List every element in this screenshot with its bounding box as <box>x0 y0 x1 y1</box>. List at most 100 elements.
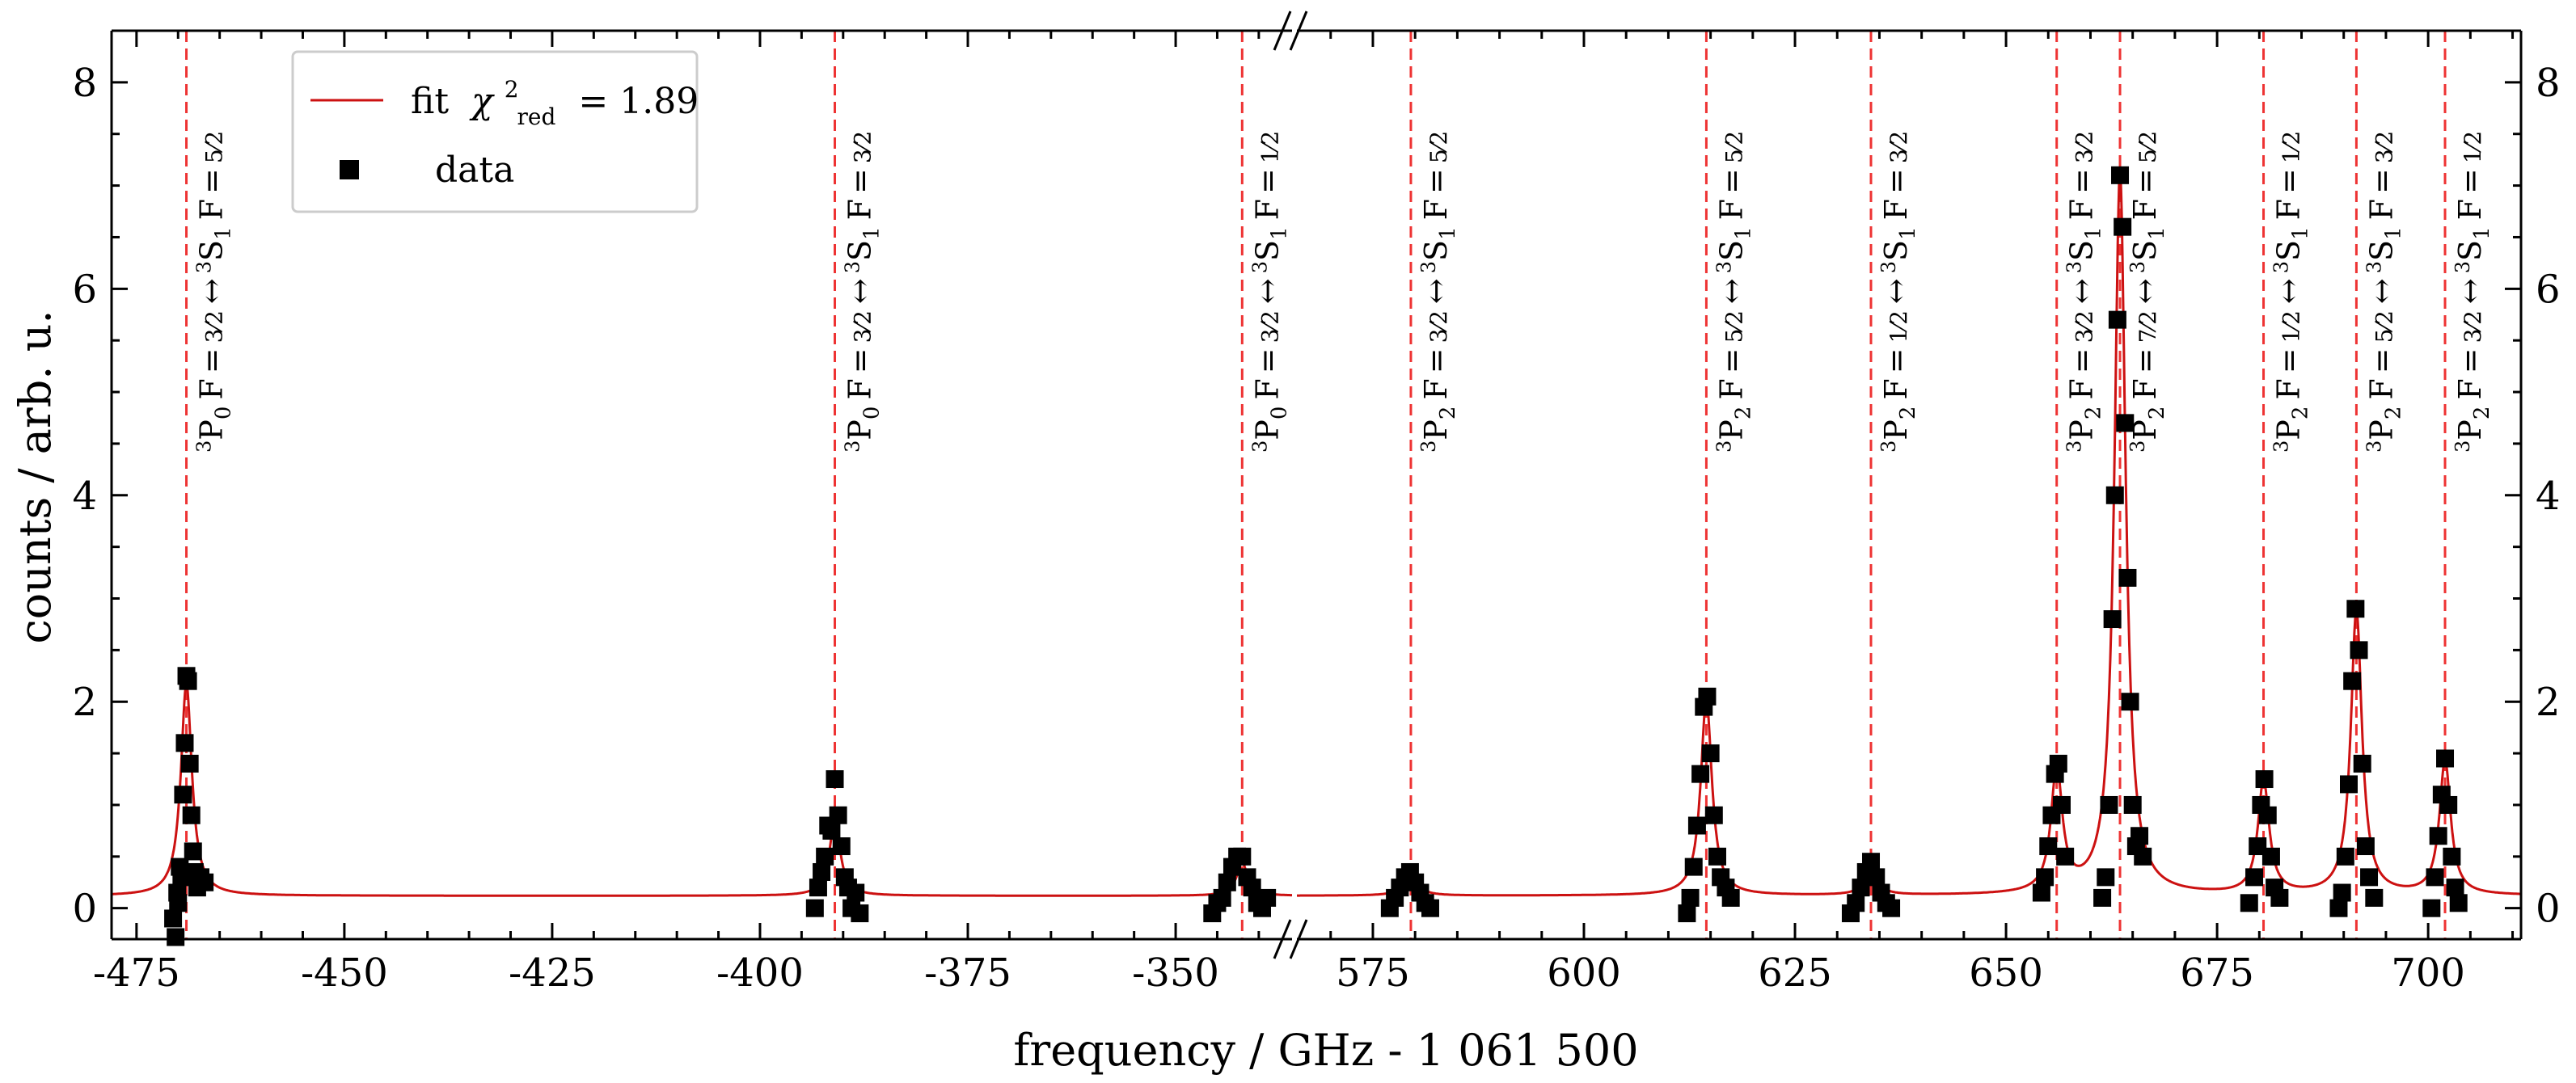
label-lower-letter: P <box>1878 419 1914 440</box>
label-sup-upper: 3 <box>2451 261 2474 273</box>
data-point-38 <box>1243 879 1261 897</box>
label-sup-lower: 3 <box>2063 440 2086 453</box>
label-lower-sub: 2 <box>2082 407 2106 420</box>
label-F2: F <box>1249 199 1285 220</box>
data-point-96 <box>2093 888 2112 907</box>
label-eq2: = <box>2452 168 2488 194</box>
label-lower-letter: P <box>2064 419 2100 440</box>
label-eq2: = <box>1713 168 1749 194</box>
label-arrow: ↔ <box>1878 278 1914 304</box>
x-axis-title: frequency / GHz - 1 061 500 <box>1013 1025 1638 1076</box>
label-lower-sub: 2 <box>2381 407 2405 420</box>
label-arrow: ↔ <box>2127 278 2163 304</box>
transition-label-text-7: 3P2F=7⁄2↔3S1F=5⁄2 <box>2126 131 2169 453</box>
legend-data-marker <box>340 160 359 179</box>
data-point-58 <box>1701 744 1720 763</box>
label-lower-sub: 0 <box>860 407 885 420</box>
label-F1: F <box>1418 378 1454 399</box>
label-sup-upper: 3 <box>1417 261 1440 273</box>
label-arrow: ↔ <box>2452 278 2488 304</box>
label-F1-value: 3⁄2 <box>850 310 876 343</box>
label-F1-value: 3⁄2 <box>1425 310 1452 343</box>
label-eq2: = <box>842 168 878 194</box>
data-point-4 <box>174 786 192 804</box>
x-tick-label-1-5: 700 <box>2391 950 2465 996</box>
data-point-109 <box>2343 672 2362 690</box>
data-point-116 <box>2329 899 2348 917</box>
data-point-101 <box>2255 770 2274 789</box>
data-point-28 <box>847 883 865 902</box>
label-sup-upper: 3 <box>2270 261 2293 273</box>
data-point-106 <box>2333 883 2351 902</box>
x-tick-label-0-3: -400 <box>716 950 804 996</box>
x-tick-label-0-2: -425 <box>509 950 596 996</box>
data-point-15 <box>164 909 183 928</box>
legend-fit-value: = 1.89 <box>578 81 699 122</box>
transition-label-text-1: 3P0F=3⁄2↔3S1F=3⁄2 <box>842 131 885 453</box>
transition-label-text-5: 3P2F=1⁄2↔3S1F=3⁄2 <box>1877 131 1920 453</box>
data-point-7 <box>179 672 197 690</box>
label-F1-value: 3⁄2 <box>201 310 228 343</box>
label-F2: F <box>2271 199 2307 220</box>
label-eq2: = <box>1418 168 1454 194</box>
label-F1: F <box>1878 378 1914 399</box>
data-point-99 <box>2249 837 2267 856</box>
label-F1-value: 5⁄2 <box>2371 310 2397 343</box>
label-eq2: = <box>2064 168 2100 194</box>
transition-label-4: 3P2F=5⁄2↔3S1F=5⁄2 <box>1712 131 1755 453</box>
y-tick-label-right-2: 4 <box>2536 474 2561 519</box>
label-F2-value: 1⁄2 <box>2460 131 2486 163</box>
transition-label-text-3: 3P2F=3⁄2↔3S1F=5⁄2 <box>1417 131 1460 453</box>
data-point-14 <box>196 873 214 891</box>
data-point-75 <box>2039 837 2058 856</box>
label-lower-letter: P <box>1418 419 1454 440</box>
data-point-118 <box>2426 868 2444 887</box>
label-upper-sub: 1 <box>1436 226 1460 240</box>
label-sup-lower: 3 <box>2451 440 2474 453</box>
label-sup-upper: 3 <box>2063 261 2086 273</box>
transition-label-1: 3P0F=3⁄2↔3S1F=3⁄2 <box>842 131 885 453</box>
y-tick-label-left-4: 8 <box>72 61 97 106</box>
data-point-121 <box>2436 749 2455 768</box>
data-point-117 <box>2422 899 2441 917</box>
data-point-10 <box>184 842 202 861</box>
transition-label-6: 3P2F=3⁄2↔3S1F=3⁄2 <box>2063 131 2106 453</box>
data-point-108 <box>2339 775 2358 794</box>
data-point-73 <box>1841 904 1860 923</box>
data-point-91 <box>2121 693 2139 711</box>
data-point-60 <box>1708 847 1726 866</box>
label-F1: F <box>2363 378 2399 399</box>
y-axis-title: counts / arb. u. <box>10 310 61 643</box>
label-eq1: = <box>2452 348 2488 373</box>
label-upper-sub: 1 <box>2289 226 2313 240</box>
label-F1: F <box>2127 378 2163 399</box>
transition-label-text-6: 3P2F=3⁄2↔3S1F=3⁄2 <box>2063 131 2106 453</box>
data-point-90 <box>2118 568 2137 587</box>
label-lower-letter: P <box>2363 419 2399 440</box>
label-sup-lower: 3 <box>193 440 216 453</box>
label-upper-sub: 1 <box>860 226 885 240</box>
data-point-115 <box>2365 888 2384 907</box>
data-point-66 <box>1852 879 1870 897</box>
label-F2-value: 5⁄2 <box>1721 131 1747 163</box>
data-point-57 <box>1698 687 1717 706</box>
label-sup-lower: 3 <box>1417 440 1440 453</box>
label-F1-value: 3⁄2 <box>2071 310 2098 343</box>
data-point-42 <box>1258 888 1277 907</box>
label-upper-sub: 1 <box>2381 226 2405 240</box>
legend-fit-prefix: fit <box>411 81 449 122</box>
label-F2-value: 3⁄2 <box>2371 131 2397 163</box>
legend-fit-chi-sup: 2 <box>505 76 519 103</box>
data-point-51 <box>1421 899 1439 917</box>
data-point-112 <box>2353 754 2371 773</box>
axis-break-bottom-1 <box>1289 919 1308 959</box>
label-upper-sub: 1 <box>212 226 236 240</box>
label-sup-lower: 3 <box>2126 440 2149 453</box>
label-sup-lower: 3 <box>2270 440 2293 453</box>
label-F1: F <box>1249 378 1285 399</box>
label-F2-value: 5⁄2 <box>201 131 228 163</box>
data-point-110 <box>2346 600 2365 618</box>
data-point-52 <box>1681 888 1700 907</box>
label-upper-sub: 1 <box>2082 226 2106 240</box>
label-F1: F <box>2064 378 2100 399</box>
